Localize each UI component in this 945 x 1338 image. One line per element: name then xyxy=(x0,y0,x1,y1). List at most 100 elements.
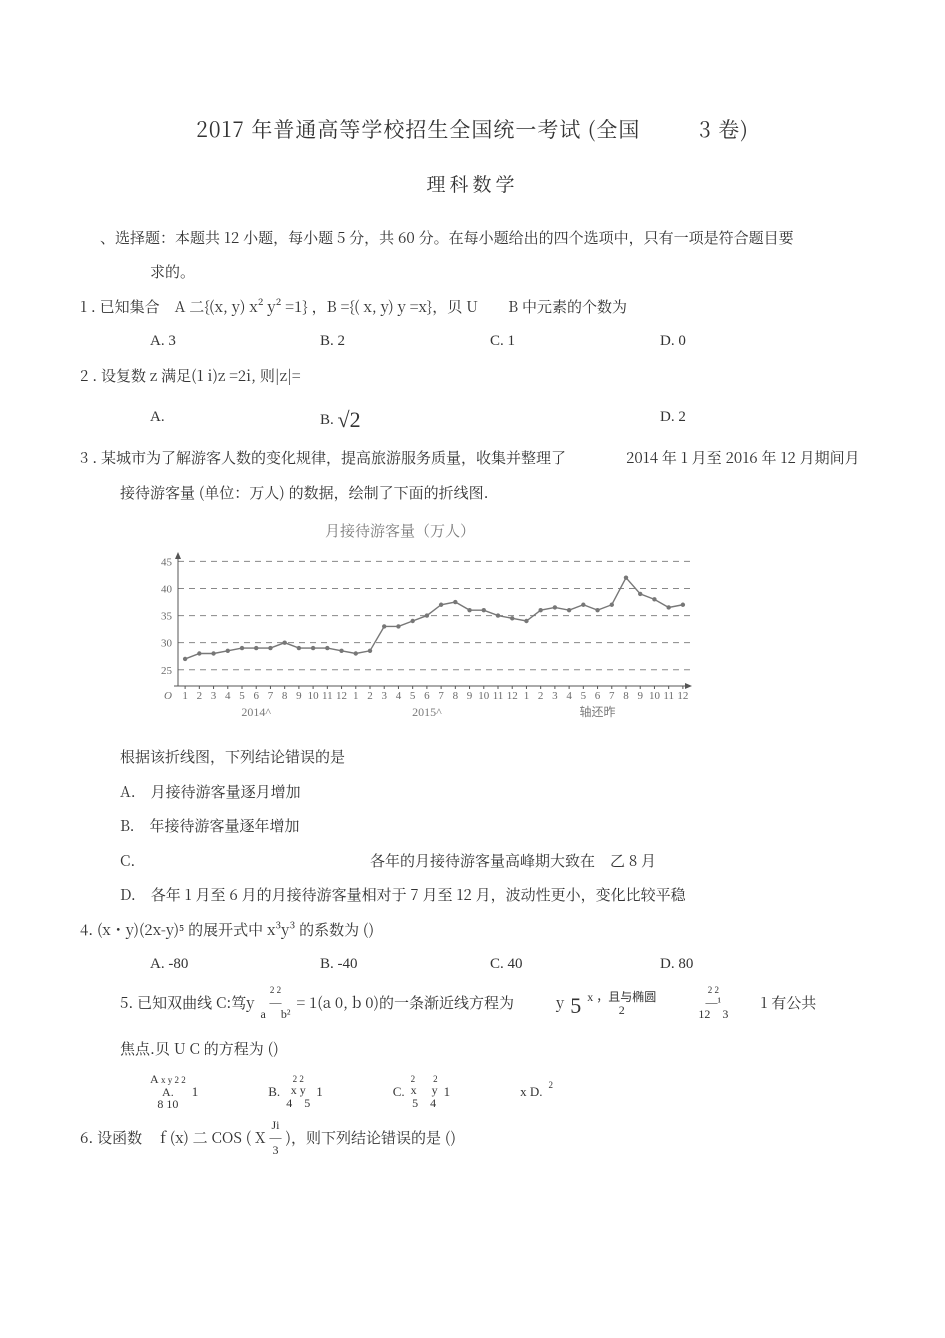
svg-text:O: O xyxy=(164,690,172,702)
q2-opt-a: A. xyxy=(150,403,320,432)
svg-text:7: 7 xyxy=(609,690,615,702)
q3-question: 根据该折线图，下列结论错误的是 xyxy=(80,743,865,772)
svg-text:7: 7 xyxy=(268,690,274,702)
q2-b-label: B. xyxy=(320,412,338,428)
q4-opt-d: D. 80 xyxy=(660,950,830,979)
q4-opt-c: C. 40 xyxy=(490,950,660,979)
q6-stem: 6. 设函数 f (x) 二 COS ( X Ji ― 3 )，则下列结论错误的… xyxy=(80,1119,865,1157)
q3-opt-b: B. 年接待游客量逐年增加 xyxy=(80,812,865,841)
section-heading-cont: 求的。 xyxy=(80,258,865,287)
svg-text:45: 45 xyxy=(161,556,173,568)
q4-opt-b: B. -40 xyxy=(320,950,490,979)
q3-opt-c-label: C. xyxy=(120,847,370,876)
q5-frac2: 2 2 ―¹ 12 3 xyxy=(698,986,728,1021)
svg-text:6: 6 xyxy=(424,690,430,702)
q5-mid: = 1(a 0, b 0)的一条渐近线方程为 xyxy=(296,989,514,1018)
q3-stem2: 接待游客量 (单位：万人) 的数据，绘制了下面的折线图. xyxy=(80,479,865,508)
svg-text:10: 10 xyxy=(649,690,661,702)
q1-stem: 1 . 已知集合 A 二{(x, y) x² y² =1} ，B ={( x, … xyxy=(80,293,865,322)
svg-text:9: 9 xyxy=(637,690,643,702)
svg-text:4: 4 xyxy=(396,690,402,702)
q5-opt-a: A x y 2 2A.8 10 1 xyxy=(150,1073,198,1111)
svg-text:4: 4 xyxy=(225,690,231,702)
svg-text:8: 8 xyxy=(453,690,459,702)
svg-text:1: 1 xyxy=(353,690,359,702)
svg-text:7: 7 xyxy=(438,690,444,702)
q2-stem: 2 . 设复数 z 满足(1 i)z =2i, 则|z|= xyxy=(80,362,865,391)
svg-text:2014^: 2014^ xyxy=(241,705,271,719)
svg-text:25: 25 xyxy=(161,665,173,677)
svg-text:1: 1 xyxy=(524,690,530,702)
q2-opt-d: D. 2 xyxy=(660,403,830,432)
q5-opt-d: x D. 2 xyxy=(520,1080,553,1105)
q1-opt-a: A. 3 xyxy=(150,327,320,356)
q1-opt-b: B. 2 xyxy=(320,327,490,356)
q5-tail: 1 有公共 xyxy=(760,989,816,1018)
svg-text:5: 5 xyxy=(410,690,416,702)
q3-opt-c-text: 各年的月接待游客量高峰期大致在 乙 8 月 xyxy=(370,847,656,876)
svg-text:5: 5 xyxy=(239,690,245,702)
exam-subtitle: 理科数学 xyxy=(80,166,865,202)
svg-text:11: 11 xyxy=(493,690,504,702)
q5-options: A x y 2 2A.8 10 1 B. 2 2x y4 5 1 C. 2 2x… xyxy=(80,1073,865,1111)
svg-text:2015^: 2015^ xyxy=(412,705,442,719)
svg-text:5: 5 xyxy=(581,690,587,702)
svg-text:12: 12 xyxy=(507,690,518,702)
q5-stem-row1: 5. 已知双曲线 C:笃y 2 2 ― a b² = 1(a 0, b 0)的一… xyxy=(80,983,865,1025)
sqrt2-icon: √2 xyxy=(338,407,361,432)
title-post: 3 卷) xyxy=(699,114,749,144)
q2-opt-b: B. √2 xyxy=(320,396,490,438)
svg-text:9: 9 xyxy=(467,690,473,702)
svg-text:8: 8 xyxy=(282,690,288,702)
q6-expr: f (x) 二 COS ( X Ji ― 3 )，则下列结论错误的是 () xyxy=(160,1119,456,1157)
svg-text:11: 11 xyxy=(322,690,333,702)
q3-opt-d: D. 各年 1 月至 6 月的月接待游客量相对于 7 月至 12 月，波动性更小… xyxy=(80,881,865,910)
svg-text:3: 3 xyxy=(381,690,387,702)
q1-opt-c: C. 1 xyxy=(490,327,660,356)
q6-frac: Ji ― 3 xyxy=(270,1119,282,1157)
q3-opt-a: A. 月接待游客量逐月增加 xyxy=(80,778,865,807)
svg-text:30: 30 xyxy=(161,637,173,649)
q2-options: A. B. √2 D. 2 xyxy=(80,396,865,438)
monthly-visitors-chart: 2530354045123456789101112123456789101112… xyxy=(140,548,700,728)
svg-text:2: 2 xyxy=(367,690,373,702)
svg-text:11: 11 xyxy=(663,690,674,702)
q5-big5: 5 xyxy=(570,985,581,1027)
q6-pre: 6. 设函数 xyxy=(80,1124,142,1153)
q5-opt-c: C. 2 2x y5 4 1 xyxy=(393,1075,450,1110)
svg-text:8: 8 xyxy=(623,690,629,702)
section-text: 、选择题：本题共 12 小题，每小题 5 分，共 60 分。在每小题给出的四个选… xyxy=(100,224,794,253)
q5-stem-row2: 焦点.贝 U C 的方程为 () xyxy=(80,1035,865,1064)
svg-text:6: 6 xyxy=(595,690,601,702)
svg-text:6: 6 xyxy=(253,690,259,702)
svg-text:2: 2 xyxy=(538,690,544,702)
q4-stem: 4. (x・y)(2x-y)⁵ 的展开式中 x³y³ 的系数为 () xyxy=(80,916,865,945)
svg-text:轴还昨: 轴还昨 xyxy=(580,704,616,719)
q3-stem1b: 2014 年 1 月至 2016 年 12 月期间月 xyxy=(626,444,860,473)
title-pre: 2017 年普通高等学校招生全国统一考试 (全国 xyxy=(196,114,640,144)
svg-text:10: 10 xyxy=(308,690,320,702)
q4-options: A. -80 B. -40 C. 40 D. 80 xyxy=(80,950,865,979)
q5-frac1: 2 2 ― a b² xyxy=(261,986,291,1021)
q1-opt-d: D. 0 xyxy=(660,327,830,356)
q5-y: y xyxy=(556,989,564,1018)
chart-title: 月接待游客量（万人） xyxy=(140,517,660,546)
svg-text:35: 35 xyxy=(161,610,173,622)
chart-container: 月接待游客量（万人） 25303540451234567891011121234… xyxy=(80,517,865,737)
q5-x-over-2: x ，且与椭圆 2 xyxy=(587,991,656,1016)
svg-text:40: 40 xyxy=(161,583,173,595)
svg-text:3: 3 xyxy=(552,690,558,702)
svg-text:12: 12 xyxy=(336,690,347,702)
svg-text:3: 3 xyxy=(211,690,217,702)
q1-options: A. 3 B. 2 C. 1 D. 0 xyxy=(80,327,865,356)
q3-stem1: 3 . 某城市为了解游客人数的变化规律，提高旅游服务质量，收集并整理了 xyxy=(80,444,566,473)
q3-stem-row1: 3 . 某城市为了解游客人数的变化规律，提高旅游服务质量，收集并整理了 2014… xyxy=(80,444,865,473)
svg-text:1: 1 xyxy=(182,690,188,702)
q4-opt-a: A. -80 xyxy=(150,950,320,979)
svg-text:12: 12 xyxy=(677,690,688,702)
q5-pre: 5. 已知双曲线 C:笃y xyxy=(120,989,255,1018)
q5-opt-b: B. 2 2x y4 5 1 xyxy=(268,1075,322,1110)
exam-title: 2017 年普通高等学校招生全国统一考试 (全国 3 卷) xyxy=(80,110,865,150)
svg-text:10: 10 xyxy=(478,690,490,702)
svg-text:9: 9 xyxy=(296,690,302,702)
